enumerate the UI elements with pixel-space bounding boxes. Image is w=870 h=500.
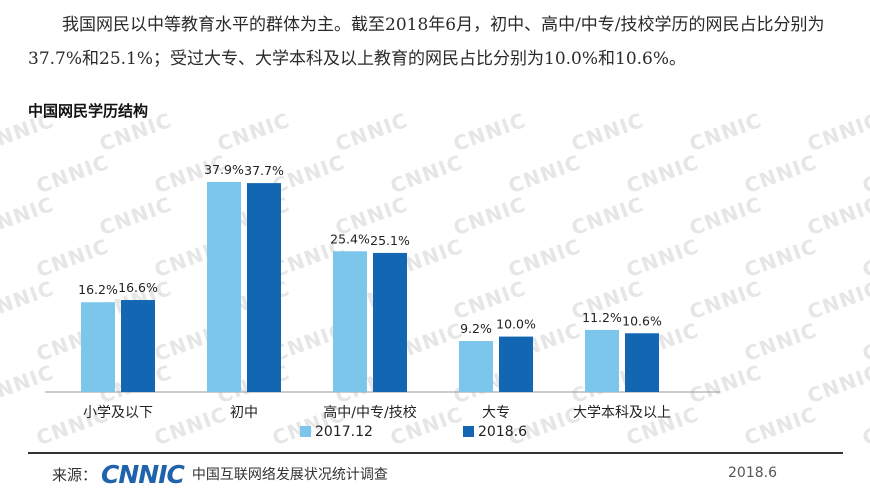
legend-swatch-2018.6 [463, 426, 474, 437]
data-label: 9.2% [460, 321, 492, 336]
bar-2018.6-小学及以下 [121, 300, 155, 392]
footer: 来源： CNNIC 中国互联网络发展状况统计调查 [52, 459, 388, 489]
data-label: 10.0% [496, 317, 536, 332]
category-label: 小学及以下 [83, 405, 153, 421]
category-label: 大学本科及以上 [573, 405, 671, 421]
data-label: 25.4% [330, 231, 370, 246]
intro-paragraph: 我国网民以中等教育水平的群体为主。截至2018年6月，初中、高中/中专/技校学历… [28, 8, 858, 76]
bar-2018.6-高中/中专/技校 [373, 252, 407, 392]
bar-2017.12-初中 [207, 182, 241, 392]
cnnic-logo: CNNIC [101, 459, 185, 489]
bar-2018.6-大学本科及以上 [625, 333, 659, 392]
data-label: 16.2% [78, 282, 118, 297]
footer-divider [28, 452, 843, 454]
bar-2017.12-大学本科及以上 [585, 329, 619, 392]
data-label: 11.2% [582, 310, 622, 325]
source-label: 来源： [52, 465, 98, 484]
data-label: 37.9% [204, 162, 244, 177]
data-label: 10.6% [622, 313, 662, 328]
legend-label: 2018.6 [478, 424, 527, 440]
data-label: 16.6% [118, 280, 158, 295]
bar-2018.6-初中 [247, 183, 281, 392]
bar-2017.12-高中/中专/技校 [333, 251, 367, 392]
category-label: 大专 [482, 405, 510, 421]
data-label: 37.7% [244, 163, 284, 178]
category-label: 高中/中专/技校 [323, 404, 416, 421]
cnnic-logo-text: CNNIC [101, 459, 185, 489]
legend-swatch-2017.12 [300, 426, 311, 437]
chart-title: 中国网民学历结构 [28, 102, 149, 120]
bar-2017.12-小学及以下 [81, 302, 115, 392]
legend-label: 2017.12 [315, 424, 373, 440]
intro-text: 我国网民以中等教育水平的群体为主。截至2018年6月，初中、高中/中专/技校学历… [28, 15, 825, 69]
bar-2018.6-大专 [499, 336, 533, 392]
data-label: 25.1% [370, 233, 410, 248]
footer-date: 2018.6 [728, 465, 777, 481]
bar-2017.12-大专 [459, 341, 493, 392]
category-label: 初中 [230, 404, 258, 421]
source-org-name: 中国互联网络发展状况统计调查 [191, 467, 388, 483]
